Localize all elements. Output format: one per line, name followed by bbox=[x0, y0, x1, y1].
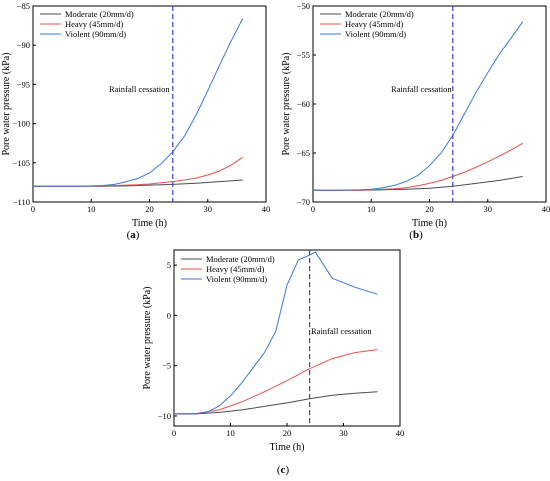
x-tick-label: 40 bbox=[262, 204, 271, 214]
rainfall-cessation-label: Rainfall cessation bbox=[109, 84, 170, 94]
y-tick-label: −95 bbox=[17, 79, 30, 89]
x-axis-label: Time (h) bbox=[132, 218, 167, 229]
y-axis-label: Pore water pressure (kPa) bbox=[281, 52, 292, 155]
y-tick-label: −105 bbox=[12, 158, 30, 168]
rainfall-cessation-label: Rainfall cessation bbox=[311, 326, 372, 336]
x-axis-label: Time (h) bbox=[270, 442, 305, 453]
y-tick-label: −10 bbox=[158, 411, 171, 421]
y-tick-label: 0 bbox=[167, 310, 171, 320]
x-tick-label: 0 bbox=[172, 428, 176, 438]
rainfall-cessation-label: Rainfall cessation bbox=[391, 84, 452, 94]
x-tick-label: 0 bbox=[31, 204, 35, 214]
x-axis-label: Time (h) bbox=[412, 218, 447, 229]
y-axis-label: Pore water pressure (kPa) bbox=[142, 286, 153, 389]
x-tick-label: 10 bbox=[367, 204, 376, 214]
legend-label: Moderate (20mm/d) bbox=[206, 254, 275, 264]
x-tick-label: 10 bbox=[87, 204, 96, 214]
legend-label: Violent (90mm/d) bbox=[345, 29, 406, 39]
legend-label: Heavy (45mm/d) bbox=[345, 19, 403, 29]
panel-label-b: (b) bbox=[409, 229, 423, 241]
series-line-1 bbox=[174, 391, 378, 415]
y-tick-label: −50 bbox=[297, 1, 310, 11]
x-tick-label: 20 bbox=[425, 204, 434, 214]
chart-panel-a: 0 10 20 30 40 −110 −105 −100 −95 −90 −85 Time (h) Po… bbox=[1, 1, 270, 229]
series-line-1 bbox=[33, 179, 243, 187]
y-tick-label: −90 bbox=[17, 40, 30, 50]
x-tick-label: 30 bbox=[204, 204, 213, 214]
x-tick-label: 30 bbox=[339, 428, 348, 438]
y-tick-label: 5 bbox=[167, 260, 171, 270]
legend-label: Heavy (45mm/d) bbox=[65, 19, 123, 29]
x-tick-label: 0 bbox=[311, 204, 315, 214]
y-tick-label: −70 bbox=[297, 197, 310, 207]
y-tick-label: −55 bbox=[297, 50, 310, 60]
legend-label: Moderate (20mm/d) bbox=[65, 9, 134, 19]
panel-label-c: (c) bbox=[277, 464, 290, 476]
x-tick-label: 40 bbox=[542, 204, 550, 214]
legend-label: Moderate (20mm/d) bbox=[345, 9, 414, 19]
x-tick-label: 10 bbox=[226, 428, 235, 438]
x-tick-label: 20 bbox=[145, 204, 154, 214]
panel-label-a: (a) bbox=[127, 229, 140, 241]
series-line-2 bbox=[313, 142, 523, 191]
legend-label: Violent (90mm/d) bbox=[206, 274, 267, 284]
series-line-3 bbox=[313, 21, 524, 191]
x-tick-label: 30 bbox=[484, 204, 493, 214]
legend-label: Heavy (45mm/d) bbox=[206, 264, 264, 274]
series-line-3 bbox=[174, 251, 378, 415]
y-tick-label: −65 bbox=[297, 148, 310, 158]
chart-panel-c: 0 10 20 30 40 −10 −5 0 5 Time (h) Pore water press… bbox=[142, 249, 405, 453]
y-tick-label: −110 bbox=[13, 197, 30, 207]
y-tick-label: −5 bbox=[162, 361, 171, 371]
series-line-3 bbox=[33, 18, 244, 187]
x-tick-label: 20 bbox=[283, 428, 292, 438]
chart-panel-b: 0 10 20 30 40 −70 −65 −60 −55 −50 Time (h) Pore wat… bbox=[281, 1, 550, 229]
series-line-1 bbox=[313, 176, 523, 191]
y-tick-label: −60 bbox=[297, 99, 310, 109]
y-axis-label: Pore water pressure (kPa) bbox=[1, 52, 12, 155]
legend-label: Violent (90mm/d) bbox=[65, 29, 126, 39]
x-tick-label: 40 bbox=[396, 428, 405, 438]
y-tick-label: −85 bbox=[17, 1, 30, 11]
y-tick-label: −100 bbox=[12, 119, 30, 129]
